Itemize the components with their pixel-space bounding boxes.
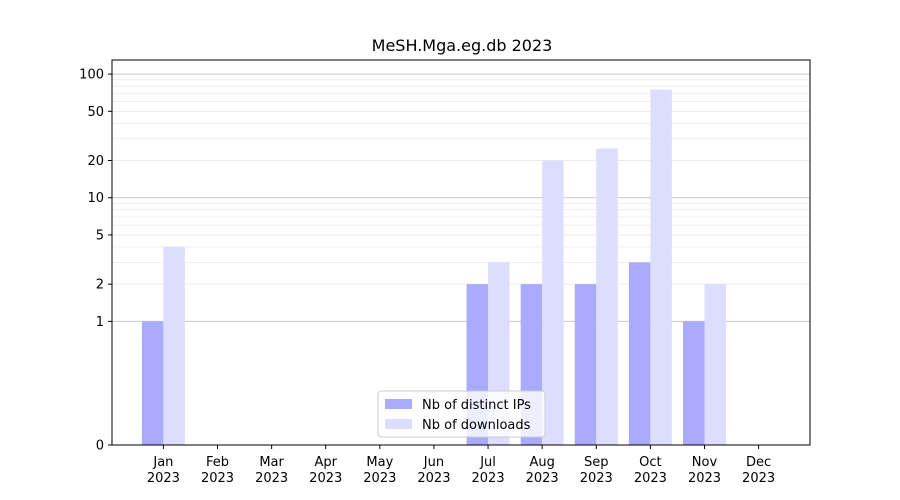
x-tick-label-month: Jan (152, 455, 173, 470)
x-tick-label-month: Nov (692, 455, 718, 470)
x-axis: Jan2023Feb2023Mar2023Apr2023May2023Jun20… (147, 445, 775, 486)
x-tick-label-month: Dec (746, 455, 771, 470)
bar-downloads-sep (596, 148, 618, 445)
x-tick-label-year: 2023 (255, 471, 288, 486)
y-tick-label: 100 (79, 68, 104, 83)
x-tick-label-month: Oct (639, 455, 661, 470)
y-tick-label: 10 (87, 191, 104, 206)
x-tick-label-month: Jun (423, 455, 444, 470)
legend-box (377, 390, 546, 438)
legend-label: Nb of downloads (422, 418, 531, 433)
x-tick-label-year: 2023 (147, 471, 180, 486)
chart-title: MeSH.Mga.eg.db 2023 (372, 36, 553, 55)
x-tick-label-year: 2023 (201, 471, 234, 486)
y-tick-label: 1 (96, 315, 104, 330)
x-tick-label-month: Aug (529, 455, 554, 470)
bar-distinct-ips-oct (628, 262, 651, 445)
x-tick-label-year: 2023 (634, 471, 667, 486)
y-tick-label: 0 (96, 439, 104, 454)
bars (141, 89, 726, 445)
y-axis: 0 1 2 5 10 20 50 100 (79, 68, 112, 454)
y-tick-label: 5 (96, 228, 104, 243)
bar-distinct-ips-jan (141, 321, 164, 445)
x-tick-label-month: May (366, 455, 393, 470)
y-tick-label: 20 (87, 154, 104, 169)
plot-frame (111, 59, 811, 446)
x-tick-label-year: 2023 (526, 471, 559, 486)
x-tick-label-year: 2023 (417, 471, 450, 486)
x-tick-label-year: 2023 (309, 471, 342, 486)
x-tick-label-month: Apr (314, 455, 337, 470)
bar-downloads-nov (704, 284, 726, 445)
bar-distinct-ips-sep (574, 284, 597, 445)
x-tick-label-month: Feb (206, 455, 229, 470)
legend-swatch (385, 419, 412, 429)
x-tick-label-year: 2023 (363, 471, 396, 486)
legend: Nb of distinct IPs Nb of downloads (377, 390, 546, 438)
y-tick-label: 50 (87, 105, 104, 120)
x-tick-label-year: 2023 (688, 471, 721, 486)
x-tick-label-month: Sep (584, 455, 609, 470)
x-tick-label-month: Jul (479, 455, 496, 470)
x-tick-label-year: 2023 (580, 471, 613, 486)
bar-downloads-jan (163, 246, 185, 445)
x-tick-label-year: 2023 (742, 471, 775, 486)
bar-downloads-oct (650, 89, 672, 445)
y-tick-label: 2 (96, 278, 104, 293)
legend-label: Nb of distinct IPs (422, 398, 531, 413)
legend-swatch (385, 399, 412, 409)
bar-downloads-aug (542, 160, 564, 445)
x-tick-label-month: Mar (259, 455, 284, 470)
bar-distinct-ips-nov (682, 321, 705, 445)
x-tick-label-year: 2023 (472, 471, 505, 486)
